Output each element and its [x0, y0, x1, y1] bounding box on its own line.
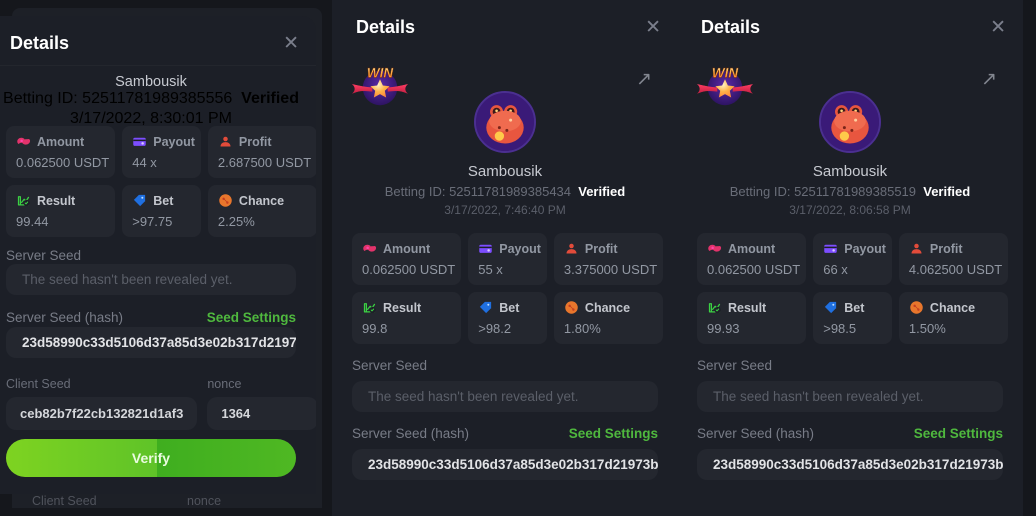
svg-text:WIN: WIN — [712, 65, 738, 80]
svg-text:WIN: WIN — [367, 65, 393, 80]
